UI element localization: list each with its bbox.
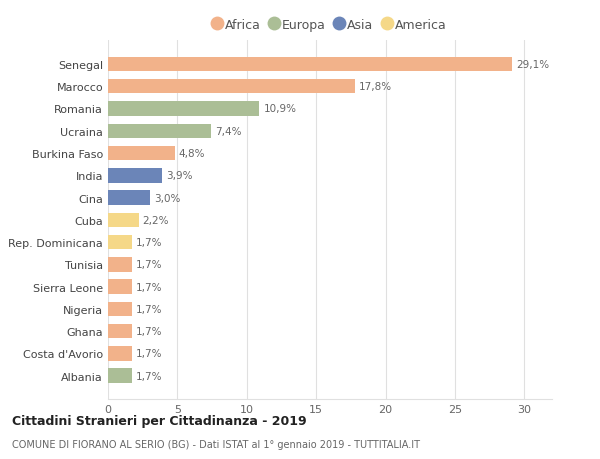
Text: COMUNE DI FIORANO AL SERIO (BG) - Dati ISTAT al 1° gennaio 2019 - TUTTITALIA.IT: COMUNE DI FIORANO AL SERIO (BG) - Dati I… <box>12 440 420 449</box>
Bar <box>108 280 131 294</box>
Text: 1,7%: 1,7% <box>136 238 162 247</box>
Bar <box>108 191 149 205</box>
Bar <box>108 124 211 139</box>
Bar <box>108 369 131 383</box>
Text: 3,0%: 3,0% <box>154 193 180 203</box>
Text: 17,8%: 17,8% <box>359 82 392 92</box>
Bar <box>108 347 131 361</box>
Text: 3,9%: 3,9% <box>166 171 193 181</box>
Bar <box>108 168 162 183</box>
Text: Cittadini Stranieri per Cittadinanza - 2019: Cittadini Stranieri per Cittadinanza - 2… <box>12 414 307 428</box>
Text: 1,7%: 1,7% <box>136 304 162 314</box>
Bar <box>108 324 131 339</box>
Text: 29,1%: 29,1% <box>516 60 549 70</box>
Text: 2,2%: 2,2% <box>143 215 169 225</box>
Text: 1,7%: 1,7% <box>136 349 162 358</box>
Legend: Africa, Europa, Asia, America: Africa, Europa, Asia, America <box>214 18 446 32</box>
Text: 1,7%: 1,7% <box>136 326 162 336</box>
Bar <box>108 302 131 316</box>
Text: 10,9%: 10,9% <box>263 104 296 114</box>
Text: 4,8%: 4,8% <box>179 149 205 159</box>
Bar <box>108 102 259 117</box>
Bar <box>108 213 139 228</box>
Text: 1,7%: 1,7% <box>136 282 162 292</box>
Text: 7,4%: 7,4% <box>215 127 241 136</box>
Bar <box>108 146 175 161</box>
Bar <box>108 235 131 250</box>
Bar <box>108 80 355 94</box>
Text: 1,7%: 1,7% <box>136 260 162 270</box>
Bar <box>108 257 131 272</box>
Text: 1,7%: 1,7% <box>136 371 162 381</box>
Bar <box>108 57 512 72</box>
